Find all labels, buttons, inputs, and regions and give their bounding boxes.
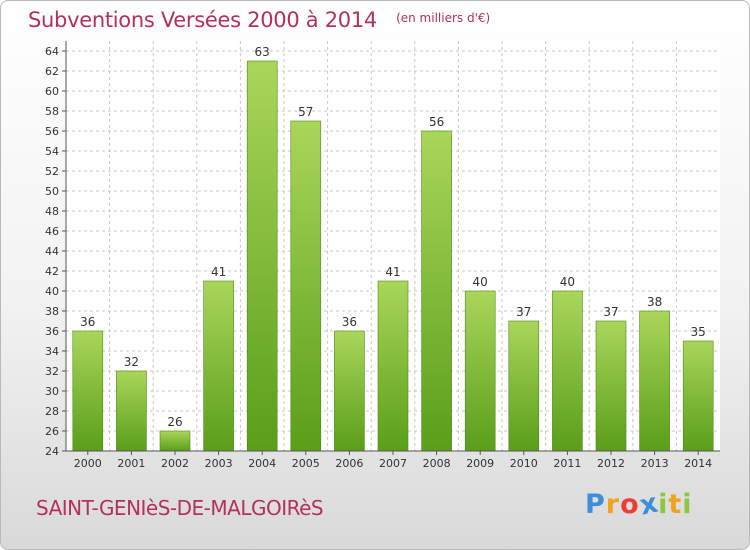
y-tick-label: 40 [45, 285, 59, 298]
y-tick-label: 64 [45, 45, 59, 58]
x-tick-label: 2010 [510, 457, 538, 470]
y-tick-label: 60 [45, 85, 59, 98]
y-tick-label: 24 [45, 445, 59, 458]
x-tick-label: 2011 [553, 457, 581, 470]
y-tick-label: 36 [45, 325, 59, 338]
y-tick-label: 58 [45, 105, 59, 118]
axes: 24 26 28 30 32 34 36 38 40 42 44 46 48 50 52 54 56 58 60 62… [45, 41, 720, 470]
value-label: 35 [691, 325, 706, 339]
proxiti-logo: Proxiti [585, 487, 693, 521]
y-tick-label: 32 [45, 365, 59, 378]
value-label: 37 [603, 305, 618, 319]
logo-letter: i [658, 489, 669, 520]
value-label: 36 [342, 315, 357, 329]
bar-2007 [377, 280, 409, 452]
y-tick-label: 46 [45, 225, 59, 238]
value-label: 26 [167, 415, 182, 429]
bar-2012 [595, 320, 627, 452]
value-label: 32 [124, 355, 139, 369]
bar-2001 [116, 370, 147, 452]
bar-2009 [464, 290, 496, 452]
x-tick-label: 2005 [292, 457, 320, 470]
value-label: 41 [211, 265, 226, 279]
bar-2004 [246, 60, 278, 452]
data-labels: 36 32 26 41 63 57 36 41 56 40 37 40 37 38 35 [80, 45, 706, 429]
logo-letter: o [620, 489, 640, 520]
y-tick-label: 62 [45, 65, 59, 78]
y-tick-label: 44 [45, 245, 59, 258]
y-tick-label: 52 [45, 165, 59, 178]
commune-name: SAINT-GENIèS-DE-MALGOIRèS [36, 496, 324, 520]
bar-2006 [334, 330, 365, 452]
value-label: 57 [298, 105, 313, 119]
bar-2008 [421, 130, 452, 452]
y-tick-label: 26 [45, 425, 59, 438]
x-tick-label: 2012 [597, 457, 625, 470]
value-label: 38 [647, 295, 662, 309]
x-tick-label: 2003 [205, 457, 233, 470]
bars [72, 60, 714, 452]
x-tick-label: 2004 [248, 457, 276, 470]
logo-letter: i [682, 489, 693, 520]
x-tick-label: 2008 [423, 457, 451, 470]
y-tick-label: 28 [45, 405, 59, 418]
bar-2013 [639, 310, 670, 452]
y-tick-label: 50 [45, 185, 59, 198]
x-tick-label: 2000 [74, 457, 102, 470]
bar-2003 [203, 280, 234, 452]
value-label: 63 [255, 45, 270, 59]
y-tick-label: 30 [45, 385, 59, 398]
x-tick-label: 2002 [161, 457, 189, 470]
x-tick-label: 2014 [684, 457, 712, 470]
bar-2011 [552, 290, 583, 452]
chart-subtitle: (en milliers d'€) [396, 11, 491, 25]
bar-2002 [159, 430, 191, 452]
y-tick-label: 56 [45, 125, 59, 138]
x-tick-label: 2006 [335, 457, 363, 470]
title-block: Subventions Versées 2000 à 2014 (en mill… [28, 8, 490, 32]
bar-2000 [72, 330, 104, 452]
value-label: 40 [560, 275, 575, 289]
y-tick-label: 54 [45, 145, 59, 158]
x-tick-label: 2007 [379, 457, 407, 470]
value-label: 37 [516, 305, 531, 319]
x-tick-label: 2009 [466, 457, 494, 470]
chart-title: Subventions Versées 2000 à 2014 [28, 8, 377, 32]
logo-letter: P [585, 489, 606, 520]
value-label: 40 [473, 275, 488, 289]
bar-2014 [682, 340, 714, 452]
value-label: 56 [429, 115, 444, 129]
value-label: 41 [385, 265, 400, 279]
bar-2005 [290, 120, 322, 452]
y-tick-label: 38 [45, 305, 59, 318]
x-tick-label: 2001 [117, 457, 145, 470]
x-tick-label: 2013 [641, 457, 669, 470]
y-tick-label: 42 [45, 265, 59, 278]
bar-2010 [508, 320, 540, 452]
logo-letter: t [668, 489, 683, 520]
y-tick-label: 34 [45, 345, 59, 358]
logo-letter: r [605, 489, 621, 520]
y-tick-label: 48 [45, 205, 59, 218]
value-label: 36 [80, 315, 95, 329]
